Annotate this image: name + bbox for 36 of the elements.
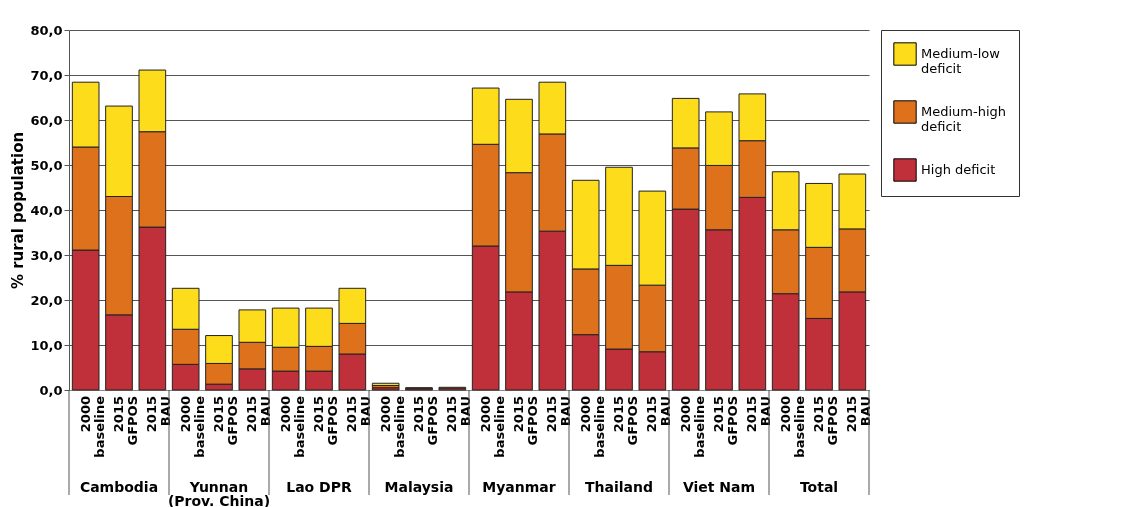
x-tick-label: 2015 BAU [744,396,774,433]
y-tick-label: 80,0 [30,22,63,38]
text: Cambodia [79,479,159,495]
x-tick-label: 2000 baseline [577,395,607,458]
legend-label: High deficit [921,162,996,177]
legend-label: Medium-high deficit [921,104,1007,134]
text: Total [799,479,839,495]
x-tick-label: 2015 BAU [444,396,474,433]
x-tick-label: 2015 BAU [844,396,874,433]
x-tick-label: 2015 BAU [144,396,174,433]
x-tick-label: 2000 baseline [377,395,407,458]
x-tick-label: 2000 baseline [277,395,307,458]
x-tick-label: 2015 BAU [344,396,374,433]
text: Lao DPR [286,479,352,495]
x-tick-label: 2000 baseline [677,395,707,458]
y-tick-label: 0,0 [39,382,63,398]
x-tick-label: 2015 BAU [244,396,274,433]
y-tick-label: 40,0 [30,202,63,218]
text: Viet Nam [682,479,756,495]
y-axis-title: % rural population [9,131,28,290]
x-tick-label: 2000 baseline [177,395,207,458]
text: Thailand [585,479,653,495]
y-tick-label: 50,0 [30,157,63,173]
y-tick-label: 60,0 [30,112,63,128]
legend-label: Medium-low deficit [921,46,1001,76]
y-tick-label: 70,0 [30,67,63,83]
x-tick-label: 2000 baseline [777,395,807,458]
x-tick-label: 2015 BAU [644,396,674,433]
y-tick-label: 10,0 [30,337,63,353]
y-tick-label: 30,0 [30,247,63,263]
x-tick-label: 2000 baseline [477,395,507,458]
text: Malaysia [384,479,454,495]
y-tick-label: 20,0 [30,292,63,308]
text: Myanmar [482,479,556,495]
x-tick-label: 2015 BAU [544,396,574,433]
x-tick-label: 2000 baseline [77,395,107,458]
